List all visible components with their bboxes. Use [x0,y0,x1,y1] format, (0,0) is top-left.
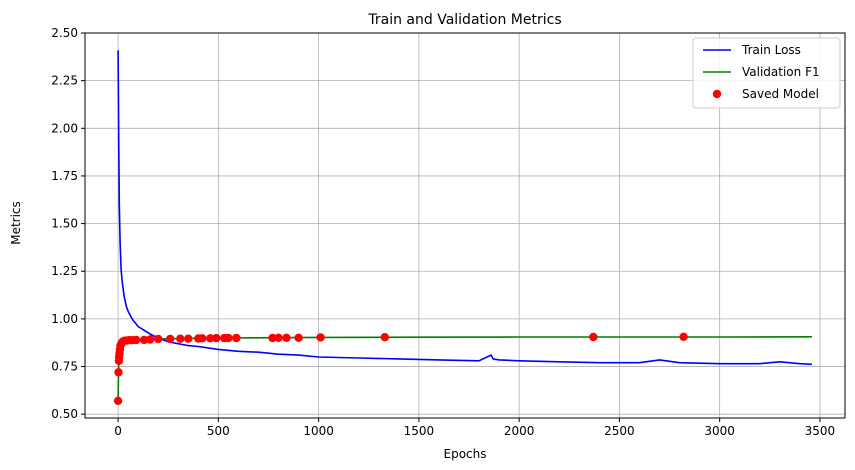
data-point-saved-model [146,335,155,344]
x-tick-label: 3500 [805,424,836,438]
legend-swatch-saved-model [712,89,722,99]
y-axis-label: Metrics [9,201,23,245]
y-axis-ticks: 0.50 0.75 1.00 1.25 1.50 1.75 2.00 2.25 2.50 [51,26,85,421]
legend-label-validation-f1: Validation F1 [742,65,820,79]
x-tick-label: 1500 [404,424,435,438]
data-point-saved-model [113,396,123,405]
data-point-saved-model [380,333,389,342]
x-tick-label: 2500 [604,424,635,438]
legend: Train Loss Validation F1 Saved Model [692,37,841,109]
y-tick-label: 1.50 [51,217,78,231]
plot-frame [84,32,846,419]
legend-box [692,37,841,109]
data-point-saved-model [212,333,221,343]
data-point-saved-model [198,334,207,343]
y-tick-label: 0.75 [51,360,78,374]
data-point-saved-model [176,334,185,343]
data-point-saved-model [114,368,123,377]
y-tick-label: 1.25 [51,264,78,278]
data-point-saved-model [154,334,163,344]
data-point-saved-model [184,334,193,343]
data-point-saved-model [589,332,598,342]
data-point-saved-model [224,333,233,343]
data-point-saved-model [166,334,175,344]
legend-label-saved-model: Saved Model [742,87,819,101]
legend-label-train-loss: Train Loss [741,43,801,57]
y-tick-label: 0.50 [51,407,78,421]
x-tick-label: 500 [207,424,230,438]
y-tick-label: 2.25 [51,74,78,88]
data-point-saved-model [131,335,141,345]
x-tick-label: 0 [114,424,122,438]
data-point-saved-model [316,333,325,342]
x-tick-label: 3000 [704,424,735,438]
data-point-saved-model [274,333,283,342]
x-tick-label: 2000 [504,424,535,438]
plot-series [113,50,812,405]
data-point-saved-model [294,333,303,342]
y-tick-label: 2.50 [51,26,78,40]
data-point-saved-model [140,335,149,345]
data-point-saved-model [268,333,277,343]
data-point-saved-model [206,334,215,343]
y-tick-label: 1.75 [51,169,78,183]
data-point-saved-model [282,333,291,342]
y-tick-label: 2.00 [51,121,78,135]
x-axis-label: Epochs [444,447,487,461]
x-axis-ticks: 0 500 1000 1500 2000 2500 3000 3500 [114,418,835,438]
data-point-saved-model [679,332,688,341]
series-line-train-loss [117,50,812,366]
chart-title: Train and Validation Metrics [367,12,561,28]
data-point-saved-model [232,333,241,343]
x-tick-label: 1000 [303,424,334,438]
y-tick-label: 1.00 [51,312,78,326]
